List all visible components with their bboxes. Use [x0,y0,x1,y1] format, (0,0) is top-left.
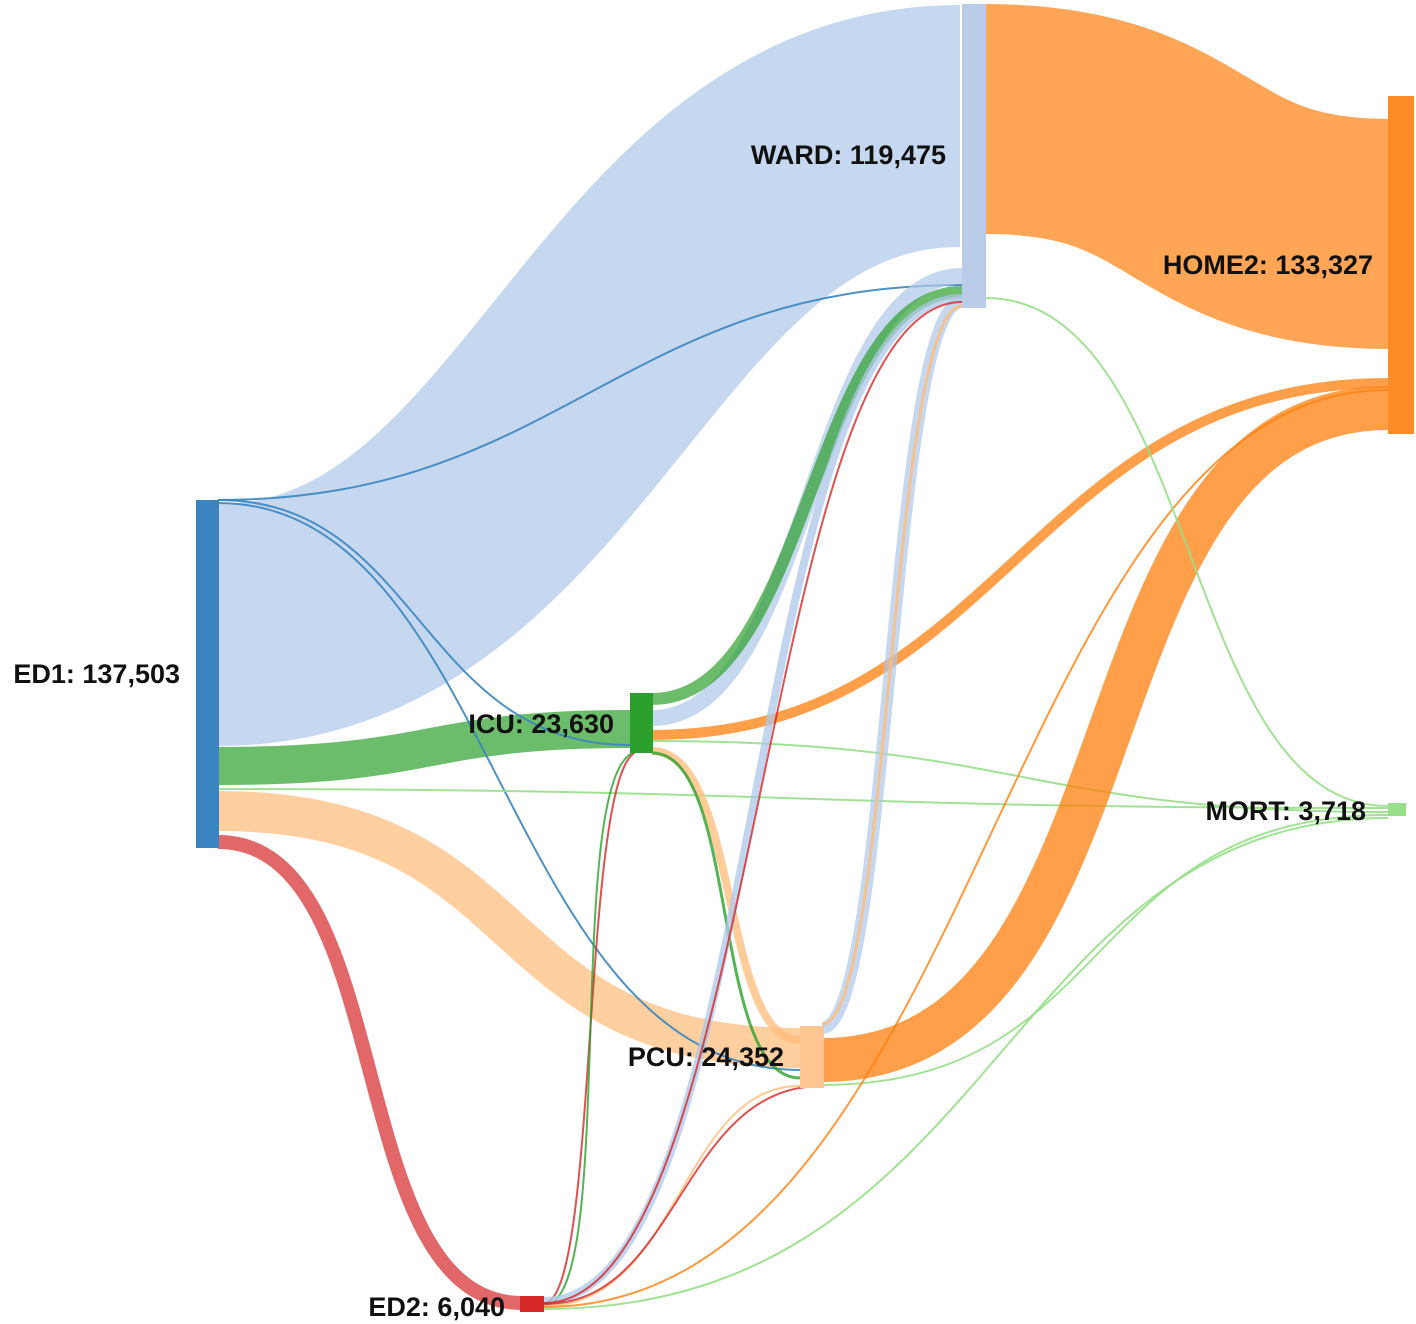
link-pcu-home2 [821,386,1389,1082]
label-home2: HOME2: 133,327 [1163,250,1373,280]
label-ward: WARD: 119,475 [751,140,946,170]
link-ed2-ward-red [543,301,963,1304]
link-pcu-ward-peach [821,304,963,1026]
label-ed1: ED1: 137,503 [13,659,180,689]
link-icu-home2 [651,378,1389,740]
node-icu [630,693,653,753]
link-ed1-pcu-thin [217,502,801,1071]
node-ed2 [520,1296,544,1312]
link-ed1-ward-thin [217,284,963,501]
link-ed2-home2 [543,389,1389,1308]
link-ed1-ward [213,5,965,746]
node-ed1 [196,500,219,848]
node-pcu [800,1026,824,1088]
labels: ED1: 137,503 WARD: 119,475 ICU: 23,630 P… [13,140,1373,1322]
node-home2 [1388,96,1414,434]
link-ward-mort [984,297,1389,807]
nodes [196,4,1414,1312]
link-ed1-mort [217,788,1389,809]
link-ed1-icu [217,710,631,785]
label-mort: MORT: 3,718 [1205,796,1366,826]
link-pcu-mort [821,814,1389,1086]
link-ed1-icu-thin [217,499,631,746]
links [213,4,1393,1310]
link-icu-pcu [651,747,801,1044]
node-ward [962,4,986,308]
link-ed2-icu-green [543,750,641,1306]
link-ed1-ed2 [217,835,523,1310]
label-pcu: PCU: 24,352 [628,1042,784,1072]
label-ed2: ED2: 6,040 [368,1292,505,1322]
link-ed2-pcu-red [543,1085,823,1305]
link-icu-mort [651,740,1389,813]
link-icu-ward-green [651,286,963,705]
node-mort [1388,803,1406,816]
link-ed2-mort [543,817,1389,1310]
label-icu: ICU: 23,630 [468,709,614,739]
link-ward-home2 [982,4,1393,349]
link-ed2-pcu-peach [543,1085,801,1307]
link-icu-pcu-green [651,751,801,1080]
